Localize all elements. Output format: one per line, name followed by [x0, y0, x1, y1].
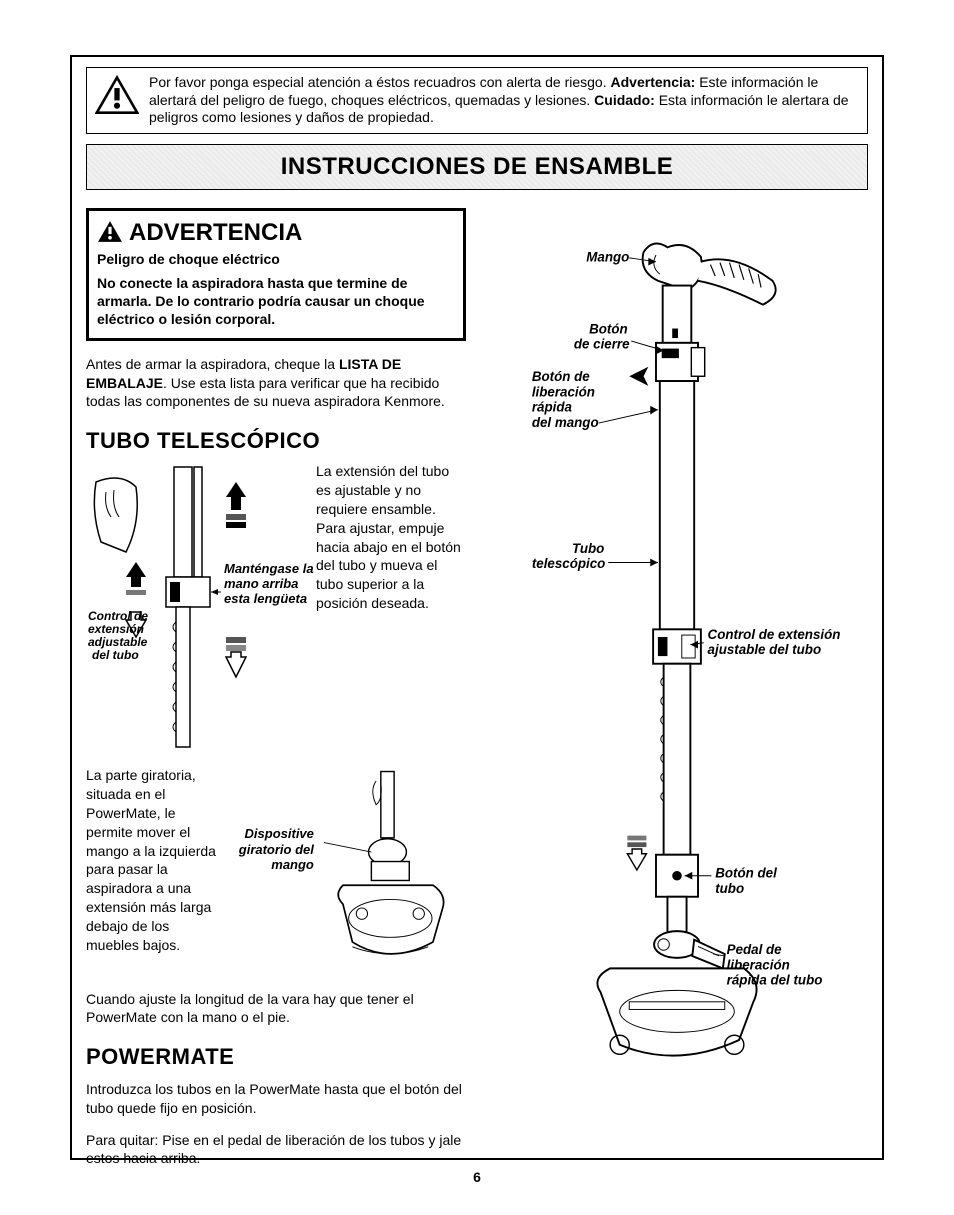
powermate-p2: Para quitar: Pise en el pedal de liberac… — [86, 1131, 466, 1167]
svg-text:Botón: Botón — [589, 321, 628, 336]
advertencia-line1: Peligro de choque eléctrico — [97, 250, 455, 268]
svg-text:Control de: Control de — [88, 609, 148, 623]
svg-text:Tubo: Tubo — [572, 540, 604, 555]
svg-text:Pedal de: Pedal de — [727, 942, 783, 957]
svg-text:Control de extensión: Control de extensión — [708, 626, 841, 641]
svg-text:rápida del tubo: rápida del tubo — [727, 972, 823, 987]
powermate-title: POWERMATE — [86, 1044, 466, 1070]
warning-triangle-icon — [95, 74, 139, 118]
tubo-text: La extensión del tubo es ajustable y no … — [316, 462, 466, 613]
svg-text:liberación: liberación — [532, 384, 595, 399]
alert-prefix: Por favor ponga especial atención a ésto… — [149, 74, 611, 90]
alert-adv-label: Advertencia: — [611, 74, 696, 90]
svg-text:Botón del: Botón del — [715, 865, 777, 880]
swivel-after: Cuando ajuste la longitud de la vara hay… — [86, 990, 466, 1026]
svg-text:tubo: tubo — [715, 880, 744, 895]
alert-cui-label: Cuidado: — [594, 92, 655, 108]
page-frame: Por favor ponga especial atención a ésto… — [70, 55, 884, 1160]
tubo-title: TUBO TELESCÓPICO — [86, 428, 466, 454]
risk-alert-box: Por favor ponga especial atención a ésto… — [86, 67, 868, 134]
svg-text:liberación: liberación — [727, 957, 790, 972]
telescopic-wand-diagram: Control de extensión adjustable del tubo — [86, 462, 306, 762]
swivel-row: La parte giratoria, situada en el PowerM… — [86, 766, 466, 976]
svg-text:Mango: Mango — [586, 249, 629, 264]
embalaje-p1a: Antes de armar la aspiradora, cheque la — [86, 356, 339, 372]
embalaje-para: Antes de armar la aspiradora, cheque la … — [86, 355, 466, 410]
advertencia-header: ADVERTENCIA — [97, 217, 455, 248]
left-column: ADVERTENCIA Peligro de choque eléctrico … — [86, 208, 466, 1168]
svg-text:extensión: extensión — [88, 622, 144, 636]
right-column: Mango Botón de cierre Botón de liberació… — [486, 208, 868, 1168]
swivel-label: Dispositive giratorio del mango — [229, 766, 314, 873]
warning-triangle-icon — [97, 219, 123, 245]
svg-text:del mango: del mango — [532, 414, 599, 429]
tubo-row: Control de extensión adjustable del tubo… — [86, 462, 466, 762]
svg-text:rápida: rápida — [532, 399, 573, 414]
assembly-banner: INSTRUCCIONES DE ENSAMBLE — [86, 144, 868, 190]
swivel-text: La parte giratoria, situada en el PowerM… — [86, 766, 219, 955]
advertencia-title: ADVERTENCIA — [129, 217, 302, 248]
svg-text:ajustable del tubo: ajustable del tubo — [708, 642, 822, 657]
alert-text: Por favor ponga especial atención a ésto… — [149, 74, 859, 127]
swivel-diagram — [324, 766, 466, 976]
svg-text:adjustable: adjustable — [88, 635, 148, 649]
two-column-layout: ADVERTENCIA Peligro de choque eléctrico … — [86, 208, 868, 1168]
mantengase-label: Manténgase la mano arriba esta lengüeta — [224, 562, 314, 607]
full-vacuum-diagram: Mango Botón de cierre Botón de liberació… — [486, 208, 868, 1108]
advertencia-box: ADVERTENCIA Peligro de choque eléctrico … — [86, 208, 466, 342]
advertencia-line2: No conecte la aspiradora hasta que termi… — [97, 274, 455, 329]
tubo-text-block: La extensión del tubo es ajustable y no … — [316, 462, 466, 613]
svg-text:de cierre: de cierre — [574, 336, 630, 351]
svg-text:del tubo: del tubo — [92, 648, 139, 662]
svg-text:Botón de: Botón de — [532, 369, 590, 384]
page-number: 6 — [0, 1169, 954, 1185]
svg-text:telescópico: telescópico — [532, 556, 606, 571]
powermate-p1: Introduzca los tubos en la PowerMate has… — [86, 1080, 466, 1116]
